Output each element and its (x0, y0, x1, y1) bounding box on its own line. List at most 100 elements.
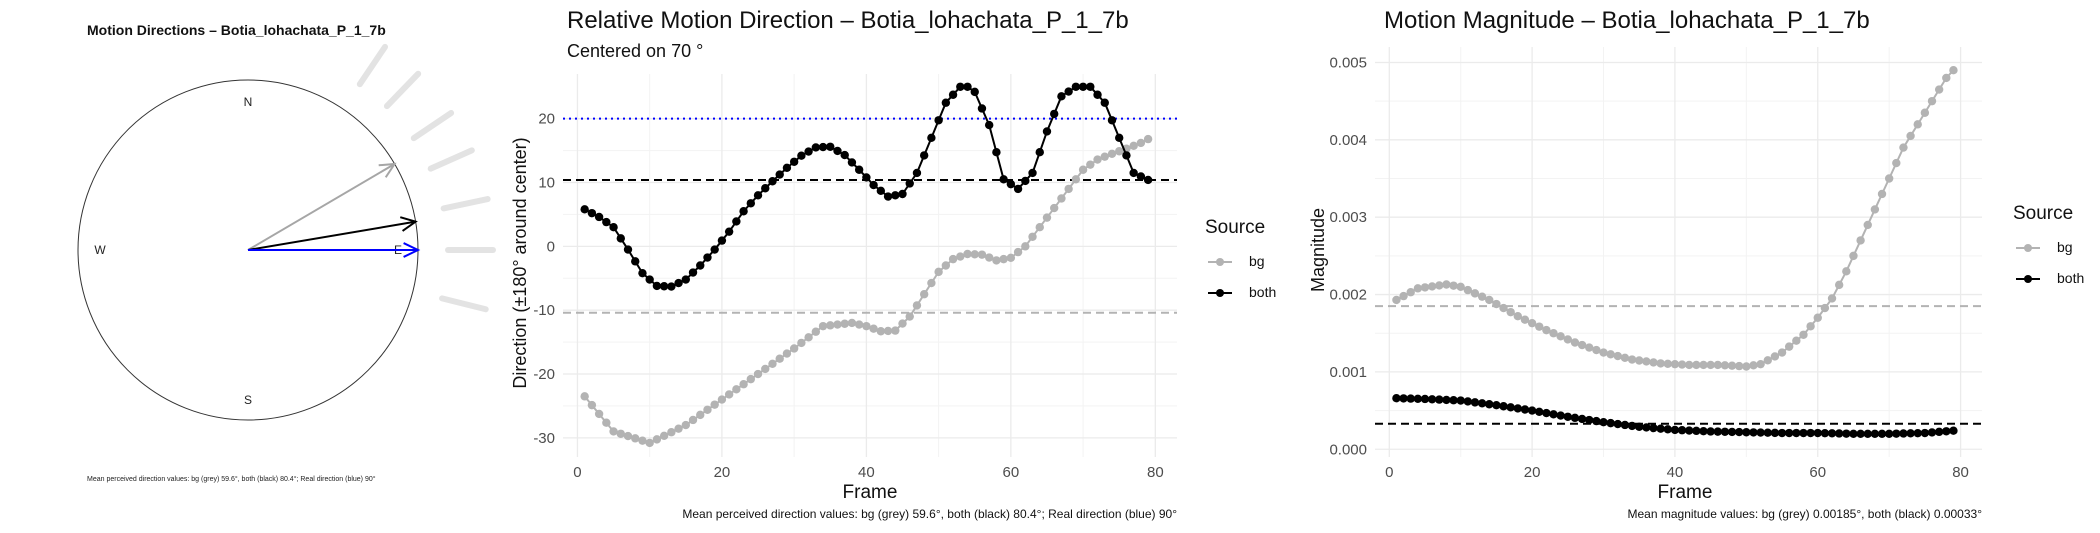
data-point (1934, 427, 1944, 437)
data-point (1492, 400, 1501, 410)
data-point (1856, 429, 1865, 438)
data-point (1592, 345, 1601, 355)
data-point (1870, 429, 1880, 438)
data-point (703, 405, 712, 414)
data-point (1499, 402, 1508, 411)
data-point (1549, 329, 1558, 338)
data-point (818, 142, 828, 152)
data-point (1920, 428, 1930, 438)
data-point (1470, 289, 1480, 298)
data-point (674, 278, 683, 288)
x-tick-label: 0 (573, 464, 581, 481)
data-point (1685, 360, 1694, 370)
magnitude-caption: Mean magnitude values: bg (grey) 0.00185… (1628, 507, 1983, 521)
y-tick-label: -20 (533, 366, 555, 383)
data-point (1122, 151, 1131, 160)
magnitude-legend-item-both: both (2016, 270, 2084, 286)
data-point (1813, 428, 1822, 438)
relative-caption: Mean perceived direction values: bg (gre… (682, 507, 1177, 521)
data-point (1627, 355, 1637, 364)
data-point (761, 364, 770, 374)
data-point (1899, 429, 1908, 438)
data-point (1827, 429, 1837, 438)
data-point (1877, 429, 1887, 438)
data-point (1485, 295, 1494, 305)
data-point (826, 321, 835, 330)
relative-title: Relative Motion Direction – Botia_lohach… (567, 7, 1129, 34)
data-point (1942, 427, 1951, 436)
data-point (1427, 395, 1437, 404)
y-tick-label: 0.001 (1329, 364, 1367, 381)
data-point (1742, 362, 1751, 371)
data-point (1727, 361, 1737, 370)
data-point (963, 249, 972, 259)
data-point (1670, 425, 1680, 435)
data-point (1086, 82, 1095, 91)
compass-ray (439, 295, 489, 313)
data-point (667, 282, 676, 291)
data-point (1692, 426, 1701, 436)
data-point (804, 147, 813, 156)
data-point (1129, 141, 1138, 151)
data-point (1392, 394, 1401, 403)
data-point (782, 349, 792, 358)
data-point (1756, 428, 1765, 437)
y-tick-label: 20 (538, 111, 555, 128)
data-point (1477, 292, 1487, 301)
data-point (869, 180, 878, 190)
data-point (1913, 428, 1922, 438)
data-point (1727, 427, 1737, 437)
relative-plot-area: 0 20 40 60 80 -30 -20 -10 0 10 20 (533, 74, 1177, 481)
data-point (1820, 428, 1830, 438)
data-point (1042, 127, 1052, 136)
data-point (1777, 428, 1787, 438)
data-point (963, 82, 972, 91)
x-tick-label: 80 (1952, 464, 1969, 481)
data-point (826, 142, 835, 151)
y-tick-label: 0.000 (1329, 441, 1367, 458)
legend-swatch-point (2024, 275, 2032, 283)
data-point (1649, 423, 1658, 433)
y-tick-label: 0.002 (1329, 287, 1367, 304)
arrow-head (399, 216, 418, 232)
compass-ray (383, 70, 422, 110)
data-point (1720, 427, 1730, 436)
data-point (789, 157, 799, 166)
data-point (1456, 282, 1465, 292)
data-point (1620, 353, 1630, 362)
data-point (883, 326, 893, 336)
data-point (1556, 411, 1565, 420)
data-point (724, 390, 734, 399)
compass-arrow-bg (247, 162, 397, 251)
compass-caption: Mean perceived direction values: bg (gre… (87, 475, 376, 483)
data-point (1542, 325, 1551, 335)
data-point (811, 143, 821, 152)
data-point (1770, 428, 1780, 438)
data-point (688, 415, 698, 425)
data-point (1749, 361, 1758, 370)
magnitude-legend: Source bg both (2013, 203, 2084, 286)
data-point (587, 208, 597, 218)
compass-rays (356, 43, 496, 313)
data-point (1392, 295, 1401, 305)
compass-west-label: W (94, 243, 106, 257)
data-point (854, 165, 864, 174)
data-point (1100, 98, 1109, 107)
data-point (616, 429, 625, 438)
x-tick-label: 80 (1147, 464, 1164, 481)
data-point (1713, 427, 1722, 436)
data-point (1136, 172, 1146, 181)
data-point (1813, 313, 1822, 322)
data-point (594, 212, 604, 222)
data-point (970, 87, 979, 97)
data-point (1013, 184, 1023, 194)
x-tick-label: 40 (1667, 464, 1684, 481)
data-point (1035, 147, 1044, 157)
data-point (782, 163, 792, 173)
data-point (1071, 82, 1081, 91)
data-point (1949, 66, 1958, 75)
compass-ray (440, 196, 491, 212)
data-point (739, 380, 748, 389)
data-point (1064, 184, 1073, 194)
data-point (768, 177, 777, 186)
